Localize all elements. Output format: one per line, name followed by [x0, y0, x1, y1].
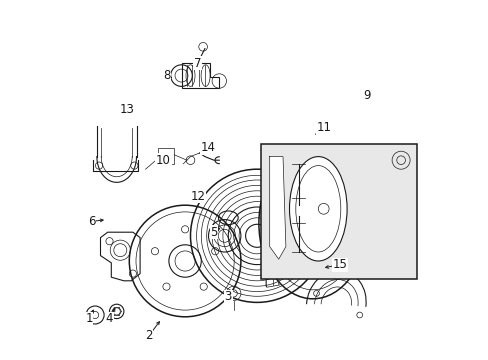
Text: 13: 13 [120, 103, 135, 116]
Circle shape [307, 218, 318, 229]
Text: 4: 4 [105, 312, 113, 325]
Text: 14: 14 [201, 141, 216, 154]
Text: 3: 3 [224, 291, 231, 303]
Ellipse shape [289, 157, 346, 261]
Text: 6: 6 [87, 215, 95, 228]
Text: 1: 1 [85, 312, 93, 325]
Text: 2: 2 [145, 329, 153, 342]
Bar [260, 144, 416, 279]
Text: 11: 11 [316, 121, 330, 134]
Polygon shape [269, 157, 285, 259]
Text: 8: 8 [163, 69, 170, 82]
Text: 7: 7 [194, 57, 201, 69]
Text: 15: 15 [332, 258, 346, 271]
Text: 10: 10 [156, 154, 171, 167]
Text: 12: 12 [190, 190, 205, 203]
Bar [158, 148, 174, 164]
Text: 5: 5 [210, 226, 217, 239]
Text: 9: 9 [363, 89, 370, 102]
